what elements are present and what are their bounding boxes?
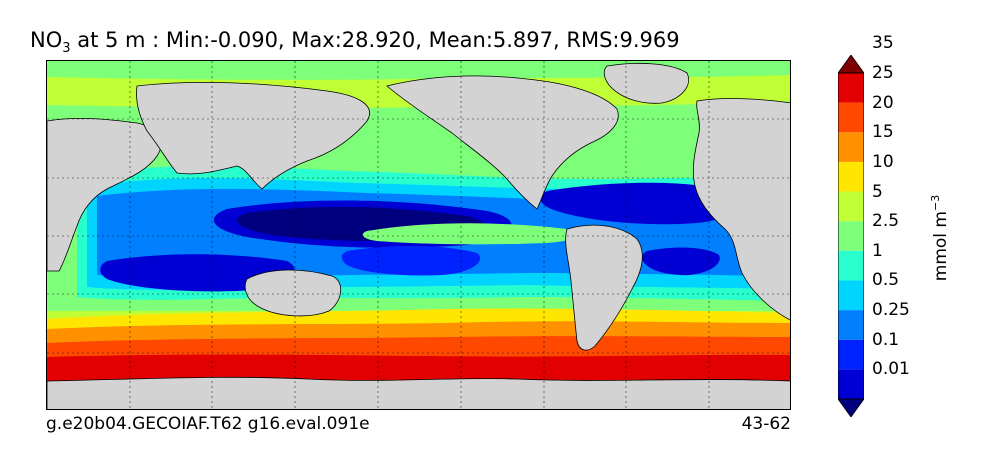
- africa-europe: [47, 117, 162, 272]
- africa-eurasia-right: [692, 97, 790, 321]
- colorbar-extend-min: [838, 398, 864, 417]
- colorbar-tick-label: 15: [872, 122, 894, 143]
- south-atlantic-gyre: [642, 247, 720, 276]
- colorbar-tick-label: 0.25: [872, 300, 910, 321]
- south-america: [565, 224, 643, 351]
- asia: [136, 81, 370, 190]
- north-america: [386, 75, 619, 210]
- colorbar: [838, 55, 864, 417]
- colorbar-tick-label: 35: [872, 33, 894, 54]
- colorbar-segments: [838, 55, 864, 417]
- colorbar-tick-label: 5: [872, 181, 883, 202]
- colorbar-tick-label: 0.1: [872, 329, 900, 350]
- units-base: mmol m: [930, 211, 951, 282]
- colorbar-segment: [838, 102, 864, 133]
- map-svg: [47, 61, 790, 409]
- title-subscript: 3: [62, 41, 71, 57]
- colorbar-segment: [838, 310, 864, 340]
- south-pacific-gyre: [341, 245, 481, 276]
- colorbar-segment: [838, 280, 864, 311]
- colorbar-extend-max: [838, 55, 864, 74]
- greenland: [603, 63, 689, 104]
- year-range-label: 43-62: [741, 414, 791, 434]
- colorbar-tick-label: 10: [872, 151, 894, 172]
- ocean-map: [46, 60, 791, 410]
- colorbar-segment: [838, 221, 864, 251]
- landmasses: [47, 63, 790, 409]
- colorbar-segment: [838, 73, 864, 103]
- colorbar-segment: [838, 369, 864, 399]
- units-exponent: −3: [929, 194, 943, 211]
- colorbar-tick-label: 0.5: [872, 270, 900, 291]
- colorbar-segment: [838, 161, 864, 192]
- colorbar-tick-label: 25: [872, 63, 894, 83]
- chart-title: NO3 at 5 m : Min:-0.090, Max:28.920, Mea…: [30, 28, 680, 56]
- antarctica: [47, 376, 790, 409]
- colorbar-tick-label: 1: [872, 240, 883, 261]
- north-atlantic-gyre: [540, 182, 737, 225]
- colorbar-frame: [838, 72, 864, 400]
- colorbar-tick-label: 0.01: [872, 359, 910, 380]
- graticule: [47, 61, 790, 409]
- run-id-label: g.e20b04.GECOIAF.T62 g16.eval.091e: [46, 414, 370, 434]
- colorbar-tick-label: 20: [872, 92, 894, 113]
- colorbar-segment: [838, 250, 864, 281]
- colorbar-segment: [838, 339, 864, 370]
- colorbar-tick-label: 2.5: [872, 211, 900, 232]
- australia: [244, 269, 342, 317]
- equatorial-upwelling: [362, 223, 578, 245]
- title-variable: NO: [30, 28, 63, 52]
- title-stats: at 5 m : Min:-0.090, Max:28.920, Mean:5.…: [70, 28, 680, 52]
- colorbar-segment: [838, 132, 864, 162]
- colorbar-units: mmol m−3: [929, 195, 951, 281]
- colorbar-segment: [838, 191, 864, 222]
